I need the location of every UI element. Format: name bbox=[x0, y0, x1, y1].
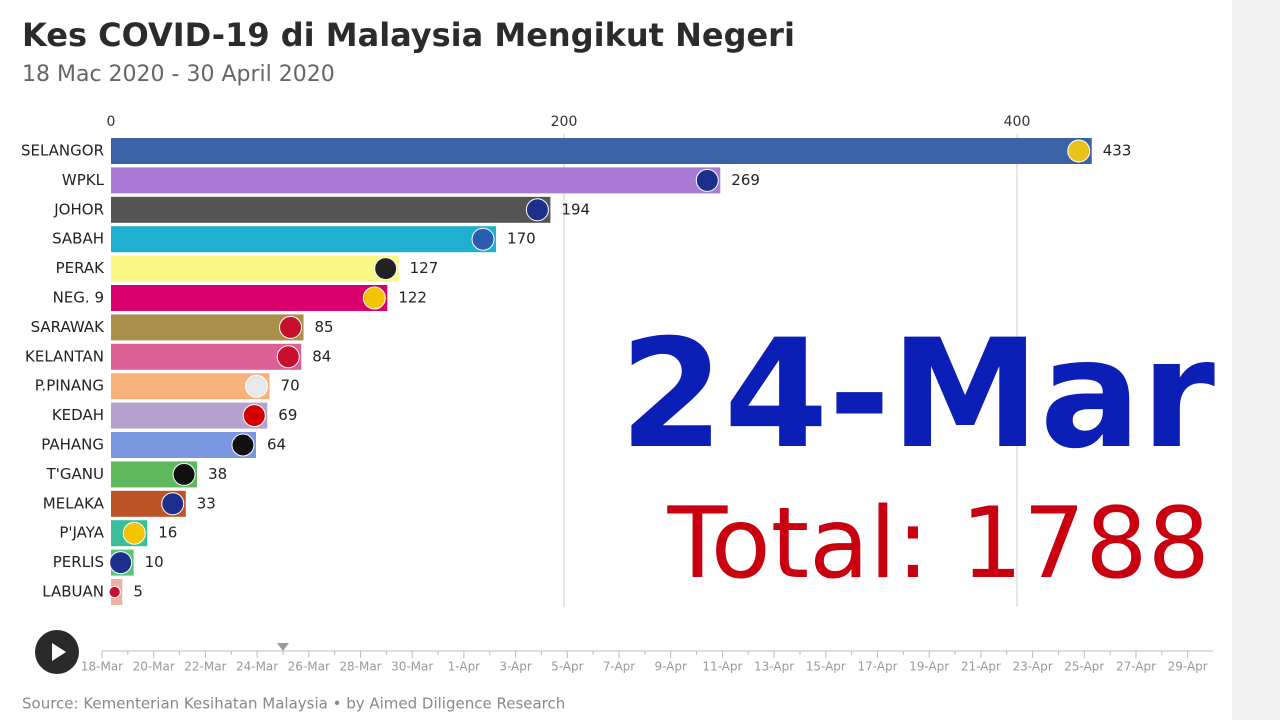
timeline-label: 13-Apr bbox=[754, 660, 794, 674]
flag bbox=[231, 433, 255, 457]
chart-title: Kes COVID-19 di Malaysia Mengikut Negeri bbox=[22, 16, 795, 54]
timeline-label: 26-Mar bbox=[288, 660, 330, 674]
x-tick-label: 0 bbox=[107, 114, 116, 130]
flag bbox=[471, 227, 495, 251]
category-label: MELAKA bbox=[43, 494, 105, 512]
value-label: 64 bbox=[267, 436, 286, 454]
timeline-label: 29-Apr bbox=[1168, 660, 1208, 674]
category-label: T'GANU bbox=[46, 465, 104, 483]
value-label: 70 bbox=[281, 377, 300, 395]
value-label: 33 bbox=[197, 494, 216, 512]
flag bbox=[242, 404, 266, 428]
timeline-label: 20-Mar bbox=[133, 660, 175, 674]
flag bbox=[695, 168, 719, 192]
timeline-label: 18-Mar bbox=[81, 660, 123, 674]
bar bbox=[111, 343, 302, 370]
timeline-label: 25-Apr bbox=[1064, 660, 1104, 674]
category-label: SABAH bbox=[52, 230, 104, 248]
category-label: PAHANG bbox=[41, 436, 104, 454]
timeline-label: 19-Apr bbox=[909, 660, 949, 674]
bar bbox=[111, 196, 551, 223]
timeline-label: 23-Apr bbox=[1013, 660, 1053, 674]
value-label: 16 bbox=[158, 524, 177, 542]
timeline-label: 11-Apr bbox=[702, 660, 742, 674]
timeline-label: 9-Apr bbox=[654, 660, 687, 674]
value-label: 194 bbox=[561, 200, 590, 218]
timeline-label: 21-Apr bbox=[961, 660, 1001, 674]
timeline-label: 3-Apr bbox=[499, 660, 532, 674]
value-label: 170 bbox=[507, 230, 536, 248]
date-label: 24-Mar bbox=[620, 308, 1215, 482]
flag bbox=[122, 521, 146, 545]
timeline-label: 7-Apr bbox=[603, 660, 636, 674]
value-label: 85 bbox=[315, 318, 334, 336]
flag bbox=[276, 345, 300, 369]
grid: 0 200 400 bbox=[107, 114, 1031, 607]
flag bbox=[1067, 139, 1091, 163]
source: Source: Kementerian Kesihatan Malaysia •… bbox=[22, 695, 565, 713]
timeline-label: 24-Mar bbox=[236, 660, 278, 674]
bar bbox=[111, 255, 399, 282]
category-label: NEG. 9 bbox=[53, 289, 104, 307]
bar bbox=[111, 285, 388, 311]
timeline-label: 28-Mar bbox=[339, 660, 381, 674]
value-label: 69 bbox=[278, 406, 297, 424]
timeline-label: 1-Apr bbox=[448, 660, 481, 674]
category-label: WPKL bbox=[62, 171, 105, 189]
timeline-label: 22-Mar bbox=[184, 660, 226, 674]
x-tick-label: 200 bbox=[551, 114, 578, 130]
category-label: KELANTAN bbox=[25, 347, 104, 365]
timeline-label: 27-Apr bbox=[1116, 660, 1156, 674]
timeline-label: 15-Apr bbox=[806, 660, 846, 674]
category-label: KEDAH bbox=[52, 406, 104, 424]
category-label: JOHOR bbox=[53, 200, 104, 218]
category-label: LABUAN bbox=[42, 583, 104, 601]
category-label: P.PINANG bbox=[35, 377, 104, 395]
category-label: PERAK bbox=[56, 259, 106, 277]
flag bbox=[108, 585, 121, 599]
chart-subtitle: 18 Mac 2020 - 30 April 2020 bbox=[22, 62, 335, 87]
x-tick-label: 400 bbox=[1004, 114, 1031, 130]
value-label: 269 bbox=[731, 171, 760, 189]
bar bbox=[111, 138, 1092, 164]
value-label: 5 bbox=[133, 583, 143, 601]
bar bbox=[111, 314, 304, 341]
play-icon bbox=[52, 643, 66, 661]
value-label: 84 bbox=[312, 347, 331, 365]
bar bbox=[111, 167, 721, 194]
flag bbox=[374, 257, 398, 281]
value-label: 433 bbox=[1103, 142, 1132, 160]
flag bbox=[172, 462, 196, 486]
timeline-handle bbox=[276, 643, 289, 651]
bar bbox=[111, 226, 497, 253]
side-strip bbox=[1232, 0, 1280, 720]
category-label: P'JAYA bbox=[59, 524, 104, 542]
flag bbox=[161, 492, 185, 516]
timeline-label: 30-Mar bbox=[391, 660, 433, 674]
bars: SELANGOR 433 WPKL 269 JOHOR 194 SABAH 170 PERAK 1… bbox=[21, 138, 1131, 605]
value-label: 127 bbox=[410, 259, 439, 277]
timeline-label: 17-Apr bbox=[857, 660, 897, 674]
value-label: 10 bbox=[145, 553, 164, 571]
value-label: 38 bbox=[208, 465, 227, 483]
category-label: PERLIS bbox=[53, 553, 104, 571]
flag bbox=[525, 198, 549, 222]
category-label: SARAWAK bbox=[31, 318, 106, 336]
flag bbox=[279, 315, 303, 339]
bar bbox=[111, 402, 268, 429]
value-label: 122 bbox=[398, 289, 427, 307]
timeline-label: 5-Apr bbox=[551, 660, 584, 674]
timeline[interactable]: 18-Mar 20-Mar 22-Mar 24-Mar 26-Mar 28-Mar 30-M… bbox=[81, 643, 1213, 674]
flag bbox=[109, 551, 133, 575]
flag bbox=[245, 374, 269, 398]
flag bbox=[362, 286, 386, 310]
bar bbox=[111, 373, 270, 400]
total-label: Total: 1788 bbox=[667, 487, 1210, 601]
category-label: SELANGOR bbox=[21, 142, 104, 160]
